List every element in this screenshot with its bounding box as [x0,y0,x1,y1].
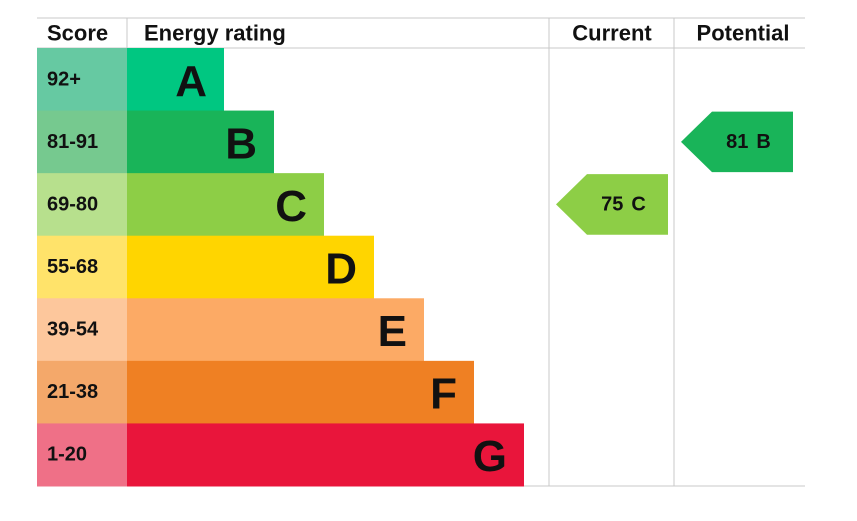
potential-header: Potential [697,21,790,46]
current-header: Current [572,21,652,46]
rating-letter: E [378,307,407,356]
score-range: 69-80 [47,193,98,215]
score-cell [37,423,127,487]
potential-value: 81 [726,131,748,153]
score-range: 39-54 [47,319,99,341]
score-cell [37,235,127,299]
current-value: 75 [601,193,623,215]
score-header: Score [47,21,108,46]
potential-arrow [681,111,793,173]
rating-letter: D [325,244,357,293]
current-letter: C [631,193,645,215]
rating-letter: F [430,370,457,419]
score-range: 81-91 [47,131,98,153]
rating-letter: C [275,182,307,231]
potential-label: 81 B [726,131,771,153]
rating-bar [127,173,324,237]
score-cell [37,110,127,174]
rating-bar [127,298,424,362]
score-range: 55-68 [47,256,98,278]
score-cell [37,298,127,362]
rating-letter: A [175,57,207,106]
potential-letter: B [756,131,770,153]
score-range: 1-20 [47,444,87,466]
rating-letter: G [473,432,507,481]
score-cell [37,48,127,112]
score-range: 21-38 [47,381,98,403]
score-cell [37,360,127,424]
score-range: 92+ [47,68,81,90]
score-cell [37,173,127,237]
rating-letter: B [225,119,257,168]
rating-bar [127,110,274,174]
rating-header: Energy rating [144,21,286,46]
current-arrow [556,174,668,235]
rating-bar [127,423,524,487]
rating-bar [127,360,474,424]
rating-bar [127,235,374,299]
rating-bar [127,48,224,112]
current-label: 75 C [601,193,646,215]
